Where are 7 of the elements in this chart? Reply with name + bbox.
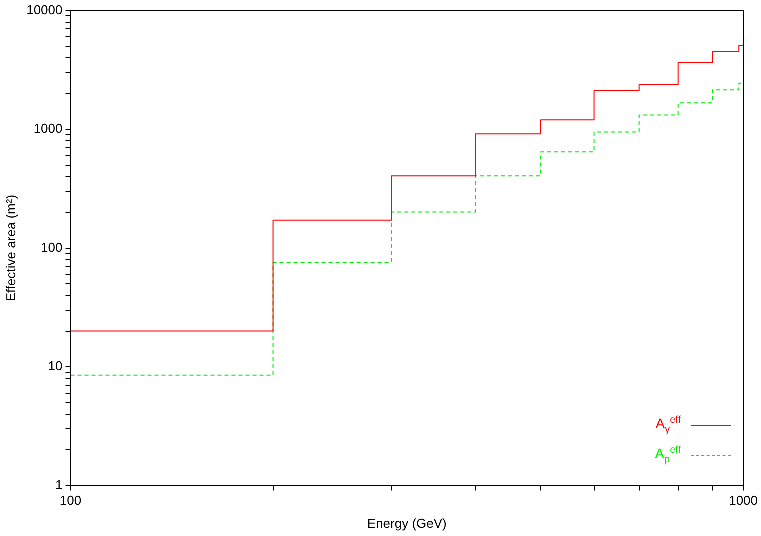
- y-tick-label: 1000: [34, 121, 63, 136]
- x-axis-title: Energy (GeV): [367, 516, 447, 531]
- y-tick-label: 1: [56, 477, 63, 492]
- y-tick-label: 10000: [26, 2, 63, 18]
- y-tick-label: 10: [48, 358, 63, 374]
- y-tick-label: 100: [41, 240, 63, 255]
- y-axis-title: Effective area (m²): [3, 194, 18, 302]
